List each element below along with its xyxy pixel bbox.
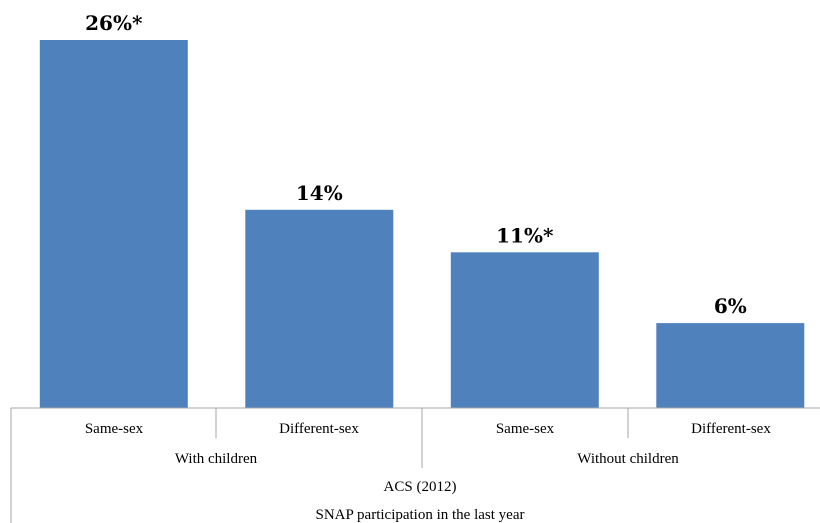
bars-group xyxy=(39,40,805,408)
category-label-same-sex-without-children: Same-sex xyxy=(496,421,555,437)
bar-same-sex-with-children xyxy=(39,40,188,408)
measure-label: SNAP participation in the last year xyxy=(316,507,525,523)
bar-same-sex-without-children xyxy=(450,252,599,408)
group-label-without-children: Without children xyxy=(577,451,679,467)
category-label-different-sex-with-children: Different-sex xyxy=(279,421,359,437)
data-label-same-sex-with-children: 26%* xyxy=(85,11,143,35)
data-label-same-sex-without-children: 11%* xyxy=(496,223,554,247)
data-label-different-sex-with-children: 14% xyxy=(296,181,343,205)
group-label-with-children: With children xyxy=(175,451,258,467)
data-label-different-sex-without-children: 6% xyxy=(714,294,747,318)
category-label-different-sex-without-children: Different-sex xyxy=(691,421,771,437)
source-label: ACS (2012) xyxy=(384,479,457,495)
category-label-same-sex-with-children: Same-sex xyxy=(85,421,144,437)
category-axis: Same-sex Different-sex Same-sex Differen… xyxy=(10,407,820,523)
data-labels-group: 26%* 14% 11%* 6% xyxy=(85,11,747,318)
bar-different-sex-without-children xyxy=(656,323,805,408)
bar-different-sex-with-children xyxy=(245,209,394,408)
